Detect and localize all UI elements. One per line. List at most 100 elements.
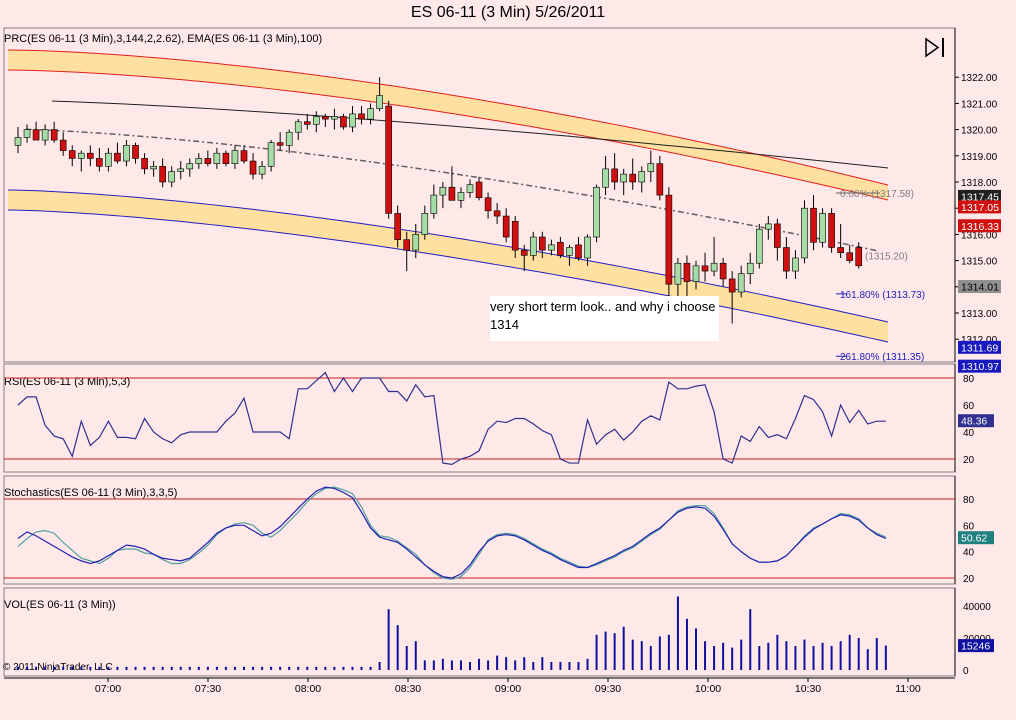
volume-y-tick-label: 40000 — [963, 602, 991, 613]
panel-frame-stoch — [3, 475, 956, 585]
candle-body — [575, 244, 582, 259]
stoch-current-label: 50.62 — [961, 533, 987, 545]
candle-body — [195, 158, 203, 164]
price-y-tick-label: 1312.00 — [961, 335, 998, 346]
fib-label: 0.00% (1317.58) — [840, 189, 914, 200]
candle-body — [14, 137, 22, 146]
volume-y-tick-label: 0 — [963, 666, 969, 677]
candle-body — [222, 152, 230, 164]
candle-body — [448, 186, 456, 201]
x-axis-tick-label: 09:00 — [495, 683, 521, 695]
price-panel-title: PRC(ES 06-11 (3 Min),3,144,2,2.62), EMA(… — [4, 33, 322, 45]
candle-body — [774, 223, 781, 248]
candle-body — [41, 129, 49, 141]
x-axis-tick-label: 08:30 — [395, 683, 421, 695]
price-label-text: 1311.69 — [961, 342, 998, 354]
candle-body — [186, 163, 194, 170]
price-y-tick-label: 1319.00 — [961, 152, 998, 163]
candle-body — [746, 262, 754, 275]
candle-body — [412, 234, 420, 251]
candle-body — [846, 252, 853, 261]
candle-body — [539, 236, 546, 251]
candle-body — [105, 152, 112, 167]
candle-body — [466, 184, 474, 193]
play-icon — [925, 37, 940, 58]
candle-body — [331, 116, 338, 120]
candle-body — [584, 236, 591, 259]
candle-body — [557, 241, 564, 256]
candle-body — [385, 105, 392, 214]
candle-body — [593, 186, 600, 238]
price-label-box — [958, 340, 1001, 354]
candle-body — [87, 152, 94, 159]
candle-body — [376, 95, 383, 109]
x-axis-tick-label: 09:30 — [595, 683, 621, 695]
candle-body — [837, 247, 844, 254]
candle-body — [59, 139, 67, 151]
candle-body — [340, 116, 347, 128]
rsi-y-tick-label: 60 — [963, 401, 975, 412]
candle-body — [294, 121, 302, 133]
candle-body — [701, 265, 709, 272]
candle-body — [620, 173, 627, 183]
panel-frame-rsi — [3, 363, 956, 473]
lower-band-inner-line — [7, 209, 889, 343]
candle-body — [394, 213, 401, 240]
rsi-line — [17, 371, 886, 466]
candle-body — [150, 165, 157, 170]
price-y-tick-label: 1321.00 — [961, 99, 998, 110]
upper-channel-band — [8, 50, 888, 200]
stoch-d-line — [17, 486, 887, 579]
x-axis-tick-label: 07:30 — [195, 683, 221, 695]
window-title: ES 06-11 (3 Min) 5/26/2011 — [410, 4, 606, 21]
fib-label: 161.80% (1313.73) — [840, 290, 925, 301]
candle-body — [132, 145, 139, 159]
candle-body — [755, 228, 763, 264]
price-y-tick-label: 1322.00 — [961, 73, 998, 84]
candle-body — [177, 168, 185, 172]
lower-channel-band — [8, 190, 888, 342]
candle-body — [665, 194, 673, 285]
x-axis-tick-label: 08:00 — [295, 683, 321, 695]
candle-body — [141, 158, 148, 170]
candle-body — [114, 152, 121, 162]
x-axis-tick-label: 10:00 — [695, 683, 721, 695]
candle-body — [765, 223, 772, 230]
price-label-text: 1310.97 — [961, 361, 999, 373]
price-y-tick-label: 1318.00 — [961, 178, 998, 189]
candle-body — [421, 213, 429, 235]
stoch-y-tick-label: 20 — [963, 574, 975, 585]
candle-body — [710, 262, 718, 272]
play-pause-button[interactable] — [925, 37, 945, 58]
rsi-panel-title: RSI(ES 06-11 (3 Min),5,3) — [4, 376, 130, 388]
candle-body — [249, 160, 257, 175]
candle-body — [276, 142, 284, 146]
volume-panel-title: VOL(ES 06-11 (3 Min)) — [4, 599, 116, 611]
candle-body — [285, 131, 293, 146]
volume-current-box — [958, 639, 994, 653]
candle-body — [611, 168, 618, 183]
candle-body — [629, 173, 637, 183]
candle-body — [502, 215, 510, 238]
candle-body — [439, 186, 447, 196]
candle-body — [349, 113, 356, 128]
x-axis-tick-label: 07:00 — [95, 683, 121, 695]
candle-body — [231, 150, 239, 164]
candle-body — [430, 194, 438, 214]
price-y-tick-label: 1320.00 — [961, 126, 998, 137]
candle-body — [475, 181, 483, 199]
candle-body — [168, 171, 175, 183]
rsi-current-box — [958, 414, 994, 428]
candle-body — [77, 152, 85, 159]
price-label-text: 1314.01 — [961, 282, 999, 294]
rsi-current-label: 48.36 — [961, 416, 987, 428]
candle-body — [855, 247, 863, 267]
stoch-y-tick-label: 60 — [963, 521, 975, 532]
candle-body — [692, 265, 700, 282]
candle-body — [792, 257, 799, 272]
candle-body — [322, 116, 329, 120]
ema-line — [51, 100, 889, 169]
stoch-y-tick-label: 80 — [963, 495, 975, 506]
fib-label: 261.80% (1311.35) — [840, 352, 924, 363]
